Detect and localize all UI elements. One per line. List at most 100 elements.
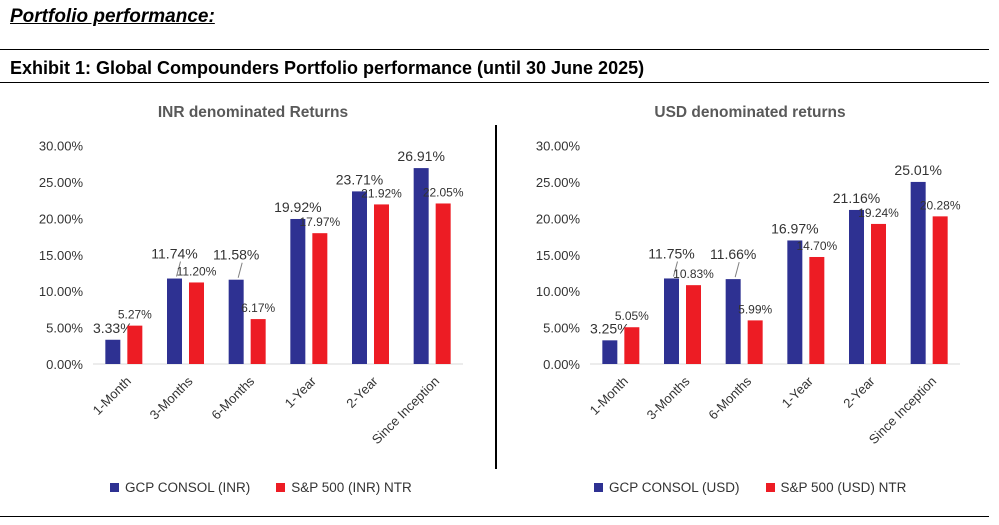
bar-gcp xyxy=(849,209,864,364)
data-label: 6.17% xyxy=(241,301,275,315)
x-tick-label: 1-Year xyxy=(282,373,320,411)
data-label: 23.71% xyxy=(336,171,383,187)
data-label: 5.05% xyxy=(615,309,649,323)
legend-item-gcp-usd: GCP CONSOL (USD) xyxy=(594,480,740,495)
legend-label-sp500-inr: S&P 500 (INR) NTR xyxy=(291,480,412,495)
data-label-leader xyxy=(673,261,678,277)
data-label-leader xyxy=(237,262,243,278)
bar-gcp xyxy=(787,240,803,364)
data-label: 11.66% xyxy=(710,246,756,262)
data-label: 20.28% xyxy=(920,198,961,212)
y-tick-label: 15.00% xyxy=(39,248,84,263)
data-label: 5.27% xyxy=(118,308,152,322)
data-label: 3.25% xyxy=(590,320,630,336)
y-tick-label: 10.00% xyxy=(536,284,581,299)
bar-sp500 xyxy=(435,203,451,364)
data-label: 19.24% xyxy=(858,206,899,220)
legend-swatch-gcp-usd xyxy=(594,483,603,492)
x-tick-label: 1-Year xyxy=(779,373,817,411)
y-tick-label: 20.00% xyxy=(39,211,84,226)
top-rule xyxy=(0,49,989,50)
x-tick-label: 6-Months xyxy=(705,373,754,422)
y-tick-label: 25.00% xyxy=(536,175,581,190)
legend-label-gcp-inr: GCP CONSOL (INR) xyxy=(125,480,251,495)
inr-legend: GCP CONSOL (INR) S&P 500 (INR) NTR xyxy=(110,480,438,495)
y-tick-label: 5.00% xyxy=(543,321,580,336)
chart-title: USD denominated returns xyxy=(654,104,845,121)
legend-label-gcp-usd: GCP CONSOL (USD) xyxy=(609,480,740,495)
legend-item-sp500-usd: S&P 500 (USD) NTR xyxy=(765,480,907,495)
data-label: 5.99% xyxy=(738,302,772,316)
data-label: 11.74% xyxy=(151,246,197,262)
bar-gcp xyxy=(910,181,926,364)
bar-gcp xyxy=(105,339,121,364)
data-label: 14.70% xyxy=(796,239,837,253)
section-title: Portfolio performance: xyxy=(10,6,215,27)
legend-item-gcp-inr: GCP CONSOL (INR) xyxy=(110,480,250,495)
data-label: 3.33% xyxy=(93,320,133,336)
bar-sp500 xyxy=(374,204,389,364)
bar-sp500 xyxy=(747,320,763,364)
usd-legend: GCP CONSOL (USD) S&P 500 (USD) NTR xyxy=(594,480,932,495)
legend-item-sp500-inr: S&P 500 (INR) NTR xyxy=(276,480,412,495)
bar-gcp xyxy=(664,278,679,364)
usd-chart-svg: USD denominated returns 0.00% 5.00% 10.00% 1… xyxy=(536,104,961,447)
inr-chart: INR denominated Returns 0.00% 5.00% 10.00% 1… xyxy=(0,88,495,480)
bar-sp500 xyxy=(312,233,328,364)
y-tick-label: 30.00% xyxy=(536,139,581,154)
y-tick-label: 15.00% xyxy=(536,248,581,263)
chart-title: INR denominated Returns xyxy=(158,104,348,121)
bar-gcp xyxy=(167,278,182,364)
legend-swatch-sp500-usd xyxy=(765,483,775,492)
bar-sp500 xyxy=(932,216,948,364)
x-tick-label: 1-Month xyxy=(587,374,631,418)
data-label: 26.91% xyxy=(397,148,444,164)
y-tick-label: 20.00% xyxy=(536,211,581,226)
inr-chart-svg: INR denominated Returns 0.00% 5.00% 10.00% 1… xyxy=(39,104,464,447)
x-tick-label: 3-Months xyxy=(147,373,196,422)
bar-gcp xyxy=(228,279,244,364)
bar-sp500 xyxy=(871,223,886,364)
data-label: 10.83% xyxy=(673,267,714,281)
y-tick-label: 10.00% xyxy=(39,284,84,299)
y-tick-label: 25.00% xyxy=(39,175,84,190)
bar-gcp xyxy=(413,168,429,364)
bar-gcp xyxy=(602,340,618,364)
legend-swatch-sp500-inr xyxy=(276,483,286,492)
data-label: 25.01% xyxy=(894,162,941,178)
data-label: 11.20% xyxy=(177,264,217,278)
bottom-rule xyxy=(0,516,989,517)
bar-sp500 xyxy=(127,325,143,364)
data-label-leader xyxy=(734,261,740,278)
data-label: 11.58% xyxy=(213,247,259,263)
x-tick-label: 2-Year xyxy=(840,373,878,411)
bar-sp500 xyxy=(809,256,825,364)
bar-sp500 xyxy=(189,282,204,364)
data-label: 16.97% xyxy=(771,220,818,236)
y-tick-label: 5.00% xyxy=(46,321,83,336)
data-label: 22.05% xyxy=(423,185,464,199)
bar-sp500 xyxy=(686,285,701,364)
exhibit-title: Exhibit 1: Global Compounders Portfolio … xyxy=(10,58,645,78)
data-label: 21.92% xyxy=(361,186,402,200)
data-label: 19.92% xyxy=(274,199,321,215)
data-label: 17.97% xyxy=(299,215,340,229)
bar-sp500 xyxy=(250,319,266,364)
chart-divider xyxy=(495,125,497,469)
x-tick-label: 2-Year xyxy=(343,373,381,411)
bar-gcp xyxy=(290,218,306,364)
y-tick-label: 0.00% xyxy=(543,357,580,372)
x-tick-label: 3-Months xyxy=(644,373,693,422)
exhibit-rule xyxy=(0,82,989,83)
usd-chart: USD denominated returns 0.00% 5.00% 10.00% 1… xyxy=(497,88,992,480)
y-tick-label: 0.00% xyxy=(46,357,83,372)
x-tick-label: 1-Month xyxy=(90,374,134,418)
data-label: 11.75% xyxy=(648,245,694,261)
y-tick-label: 30.00% xyxy=(39,139,84,154)
bar-gcp xyxy=(725,279,741,364)
data-label: 21.16% xyxy=(833,190,880,206)
legend-swatch-gcp-inr xyxy=(110,483,119,492)
x-tick-label: 6-Months xyxy=(208,373,257,422)
legend-label-sp500-usd: S&P 500 (USD) NTR xyxy=(780,480,907,495)
data-label-leader xyxy=(176,261,181,277)
